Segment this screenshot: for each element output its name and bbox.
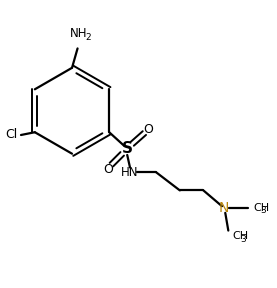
Text: 3: 3 [240, 235, 246, 244]
Text: S: S [122, 141, 133, 156]
Text: 3: 3 [261, 206, 266, 215]
Text: Cl: Cl [6, 128, 18, 141]
Text: O: O [143, 123, 153, 136]
Text: HN: HN [121, 166, 139, 179]
Text: N: N [219, 201, 229, 215]
Text: 2: 2 [85, 33, 91, 41]
Text: CH: CH [253, 202, 269, 213]
Text: CH: CH [232, 231, 248, 241]
Text: NH: NH [70, 27, 88, 40]
Text: O: O [103, 162, 113, 176]
